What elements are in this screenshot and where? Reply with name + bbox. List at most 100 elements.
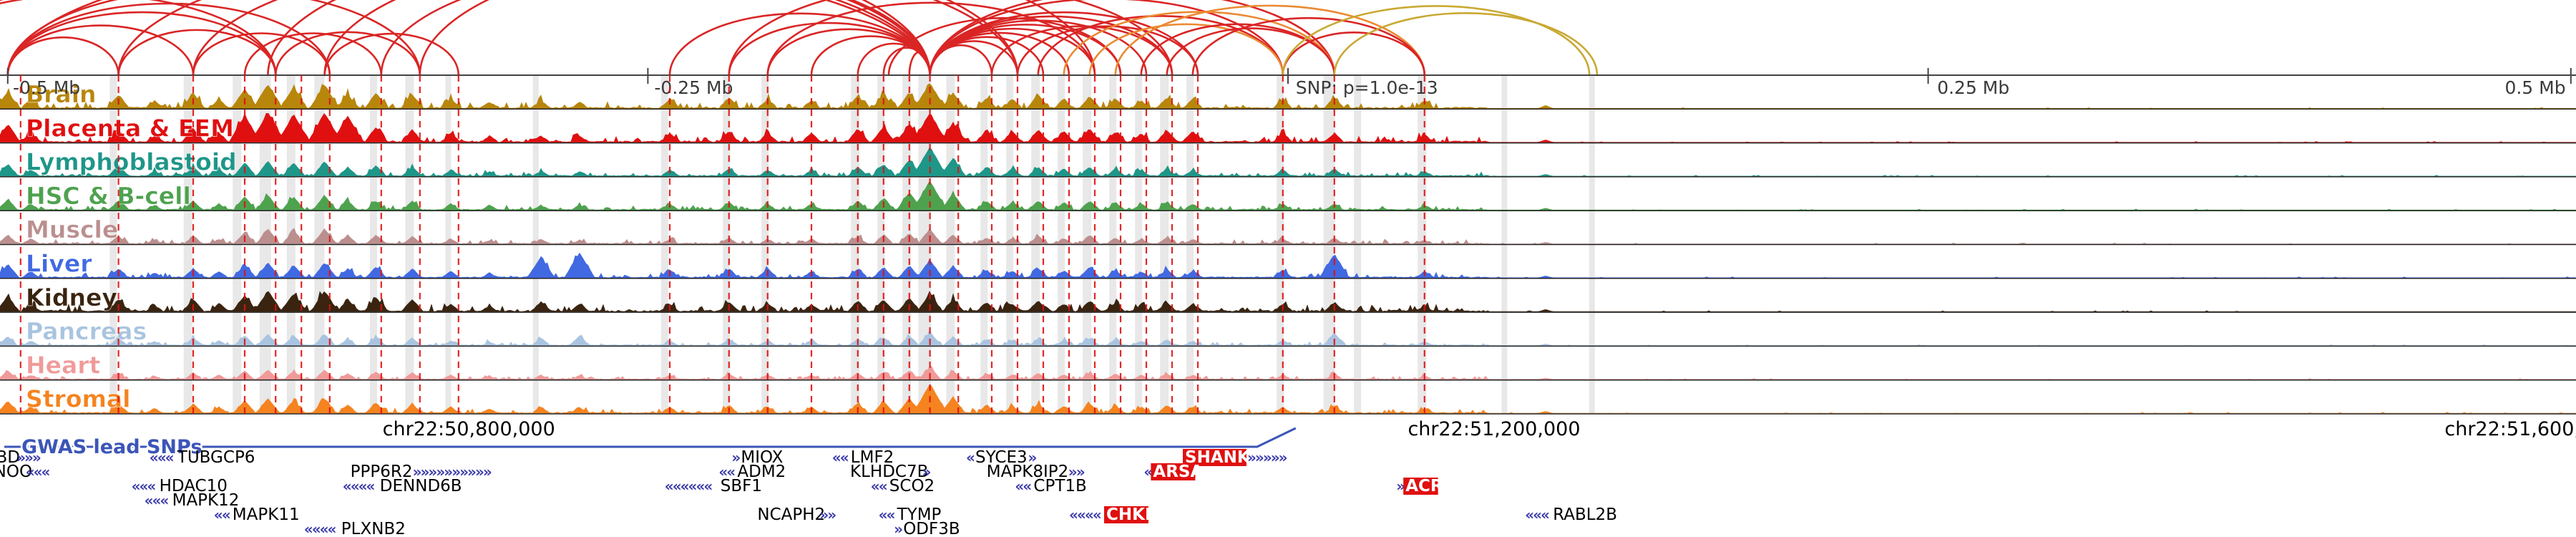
- gene-shank3[interactable]: SHANK3»»»»»: [1183, 448, 1289, 467]
- track-signal: [0, 252, 2576, 279]
- interaction-arc: [323, 32, 460, 77]
- track-stromal: Stromal: [0, 384, 2576, 415]
- track-signal: [0, 180, 2576, 211]
- gene-strand-arrows-icon: ««: [1015, 478, 1031, 495]
- interaction-arc: [1114, 4, 1426, 77]
- track-signal: [0, 365, 2576, 380]
- interaction-arc: [6, 0, 931, 77]
- gene-label: SELENOO: [0, 463, 32, 481]
- gene-strand-arrows-icon: ««: [879, 506, 895, 523]
- gene-label: SBF1: [721, 477, 762, 495]
- interaction-arc: [929, 0, 1284, 77]
- track-signal: [0, 384, 2576, 414]
- interaction-arc: [419, 0, 1096, 77]
- track-label: Heart: [26, 351, 101, 379]
- track-label: Muscle: [26, 216, 118, 243]
- gene-strand-arrows-icon: «««: [145, 492, 169, 509]
- gene-mapk12: ««« MAPK12: [145, 491, 240, 510]
- ruler: -0.5 Mb -0.25 Mb SNP: p=1.0e-13 0.25 Mb 0.5 …: [0, 68, 2576, 98]
- gene-rabl2b: ««« RABL2B: [1525, 505, 1617, 524]
- gene-label: RABL2B: [1553, 505, 1617, 524]
- gene-strand-arrows-icon: »»»: [16, 449, 41, 466]
- gene-adm2: «« ADM2: [718, 463, 786, 481]
- gene-strand-arrows-icon: »: [1028, 449, 1037, 466]
- interaction-arc: [1016, 25, 1199, 77]
- interaction-arc: [1282, 32, 1426, 77]
- gene-label: ARSA: [1153, 463, 1203, 481]
- gene-mapk8ip2: MAPK8IP2»»: [987, 463, 1086, 481]
- interaction-arc: [274, 31, 421, 77]
- coordinate-labels: chr22:50,800,000 chr22:51,200,000 chr22:51…: [383, 418, 2576, 440]
- gene-strand-arrows-icon: »: [894, 521, 902, 537]
- track-signal: [0, 228, 2576, 244]
- gene-label: PLXNB2: [341, 520, 406, 537]
- gene-tubgcp6: ««« TUBGCP6: [150, 448, 255, 467]
- gene-trabd: TRABD»»»: [0, 448, 42, 467]
- gene-highlight-box: [1151, 463, 1196, 480]
- gene-plxnb2: «««« PLXNB2: [304, 520, 406, 537]
- gene-miox: » MIOX: [731, 448, 783, 467]
- track-label: Placenta & EEM: [26, 114, 234, 142]
- interaction-arc: [0, 0, 931, 77]
- gene-sbf1: «««««« SBF1: [665, 477, 762, 495]
- gene-label: KLHDC7B: [850, 463, 928, 481]
- gwas-line: [4, 427, 1297, 448]
- gene-sco2: «« SCO2: [871, 477, 935, 495]
- gene-strand-arrows-icon: ««««: [1069, 506, 1101, 523]
- track-lymphoblastoid: Lymphoblastoid: [0, 147, 2576, 178]
- gene-strand-arrows-icon: «««: [1525, 506, 1549, 523]
- track-signal: [0, 83, 2576, 109]
- gene-highlight-box: [1104, 506, 1148, 523]
- interaction-arc: [1191, 16, 1426, 77]
- gene-label: SYCE3: [975, 448, 1028, 467]
- gene-label: CHKB: [1106, 505, 1157, 524]
- gwas-label: GWAS lead SNPs: [21, 436, 202, 458]
- gene-label: TYMP: [897, 505, 942, 524]
- gene-track: TRABD»»»«««TUBGCP6»MIOX««LMF2«SYCE3»SHAN…: [0, 448, 1617, 537]
- coordinate-label: chr22:50,800,000: [383, 418, 555, 440]
- track-label: Pancreas: [26, 317, 147, 345]
- gene-label: ADM2: [737, 463, 786, 481]
- gene-strand-arrows-icon: «: [966, 449, 975, 466]
- gene-strand-arrows-icon: ««: [832, 449, 849, 466]
- gene-klhdc7b: KLHDC7B»: [850, 463, 932, 481]
- gene-selenoo: SELENOO«««: [0, 463, 52, 481]
- gene-label: LMF2: [851, 448, 894, 467]
- interaction-arc: [1063, 11, 1336, 77]
- gene-dennd6b: «««« DENND6B: [343, 477, 462, 495]
- interaction-arc: [990, 25, 1174, 77]
- track-liver: Liver: [0, 249, 2576, 279]
- gene-label: DENND6B: [380, 477, 462, 495]
- gene-cpt1b: «« CPT1B: [1015, 477, 1086, 495]
- gene-chkb[interactable]: «««« CHKB: [1069, 505, 1157, 524]
- gene-strand-arrows-icon: «««: [26, 463, 50, 480]
- gene-arsa[interactable]: «ARSA: [1143, 463, 1203, 481]
- track-muscle: Muscle: [0, 216, 2576, 246]
- coordinate-label: chr22:51,200,000: [1407, 418, 1580, 440]
- track-label: Brain: [26, 80, 97, 108]
- ruler-label: 0.25 Mb: [1937, 77, 2009, 98]
- gene-label: MAPK11: [233, 505, 300, 524]
- interaction-arc: [766, 1, 1096, 77]
- interaction-arc: [929, 11, 1199, 77]
- gene-label: NCAPH2: [757, 505, 825, 524]
- interaction-arcs: [0, 0, 1599, 77]
- gene-strand-arrows-icon: ««: [871, 478, 887, 495]
- track-signal: [0, 329, 2576, 346]
- gene-label: SCO2: [889, 477, 935, 495]
- gene-label: TRABD: [0, 448, 20, 467]
- gene-label: ODF3B: [903, 520, 960, 537]
- track-hsc-b-cell: HSC & B-cell: [0, 180, 2576, 211]
- interaction-arc: [192, 32, 331, 77]
- track-placenta-eem: Placenta & EEM: [0, 112, 2576, 144]
- gene-strand-arrows-icon: «««: [150, 449, 174, 466]
- gene-label: HDAC10: [160, 477, 228, 495]
- gene-label: ACR: [1405, 477, 1443, 495]
- ruler-label: -0.25 Mb: [654, 77, 733, 98]
- track-pancreas: Pancreas: [0, 317, 2576, 347]
- gene-tymp: «« TYMP: [879, 505, 942, 524]
- gene-acr[interactable]: » ACR: [1396, 477, 1443, 495]
- interaction-arc: [1282, 5, 1591, 77]
- track-label: Liver: [26, 250, 92, 278]
